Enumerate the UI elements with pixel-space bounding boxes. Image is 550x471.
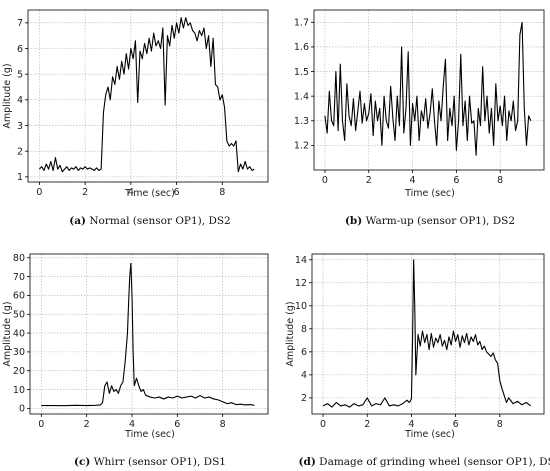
x-tick-label: 8 (497, 419, 503, 430)
series-line-1 (41, 262, 255, 407)
subfigure-caption: (a) Normal (sensor OP1), DS2 (69, 215, 230, 227)
x-tick-label: 2 (84, 419, 90, 430)
y-tick-label: 4 (17, 95, 23, 106)
y-tick-label: 5 (17, 69, 23, 80)
y-tick-label: 6 (301, 347, 307, 358)
x-tick-label: 6 (453, 419, 459, 430)
x-tick-label: 0 (320, 419, 326, 430)
y-tick-label: 10 (13, 385, 25, 396)
plot-frame (27, 9, 269, 183)
x-tick-label: 8 (220, 419, 226, 430)
chart-panel-1: 0 2 4 6 8 1 2 3 4 5 6 7 Time (sec) Amplitude (g) (a) N… (2, 9, 269, 227)
y-tick-label: 12 (295, 278, 307, 289)
x-tick-label: 4 (408, 419, 414, 430)
y-axis-title: Amplitude (g) (285, 301, 296, 366)
x-axis-title: Time (sec) (124, 429, 175, 440)
x-tick-label: 6 (174, 187, 180, 198)
y-axis-title: Amplitude (g) (2, 63, 13, 128)
x-tick-label: 8 (219, 187, 225, 198)
y-tick-label: 1.3 (294, 116, 309, 127)
y-tick-label: 1.6 (294, 42, 309, 53)
y-tick-label: 0 (19, 404, 25, 415)
x-tick-label: 6 (174, 419, 180, 430)
y-tick-label: 8 (301, 324, 307, 335)
y-tick-label: 70 (13, 272, 25, 283)
series-line-1 (322, 259, 532, 408)
y-tick-label: 1 (17, 172, 23, 183)
y-tick-label: 80 (13, 253, 25, 264)
y-tick-label: 2 (301, 393, 307, 404)
subfigure-caption: (d) Damage of grinding wheel (sensor OP1… (299, 456, 550, 468)
caption-text: Normal (sensor OP1), DS2 (89, 215, 230, 227)
caption-text: Whirr (sensor OP1), DS1 (94, 456, 226, 468)
x-tick-label: 0 (38, 419, 44, 430)
y-tick-label: 30 (13, 347, 25, 358)
x-tick-label: 0 (36, 187, 42, 198)
x-tick-label: 2 (366, 175, 372, 186)
x-tick-label: 0 (322, 175, 328, 186)
x-tick-label: 4 (129, 419, 135, 430)
y-tick-label: 60 (13, 291, 25, 302)
chart-panel-2: 0 2 4 6 8 1.2 1.3 1.4 1.5 1.6 1.7 Time (sec) (b) War… (294, 9, 545, 227)
y-tick-label: 50 (13, 310, 25, 321)
y-axis-title: Amplitude (g) (2, 301, 13, 366)
y-tick-label: 40 (13, 328, 25, 339)
caption-label: (d) (299, 456, 316, 468)
y-tick-label: 1.7 (294, 18, 309, 29)
x-tick-label: 2 (364, 419, 370, 430)
y-tick-label: 14 (295, 255, 307, 266)
x-axis-title: Time (sec) (404, 188, 455, 199)
plot-frame (29, 253, 269, 415)
chart-panel-4: 0 2 4 6 8 2 4 6 8 10 12 14 Time (sec) Amplitude (g) (d… (285, 253, 550, 468)
caption-label: (b) (345, 215, 362, 227)
y-tick-label: 1.2 (294, 141, 309, 152)
y-tick-label: 7 (17, 18, 23, 29)
caption-text: Warm-up (sensor OP1), DS2 (366, 215, 515, 227)
subfigure-caption: (b) Warm-up (sensor OP1), DS2 (345, 215, 515, 227)
x-tick-label: 4 (128, 187, 134, 198)
plot-frame (311, 253, 545, 415)
caption-label: (a) (69, 215, 86, 227)
caption-text: Damage of grinding wheel (sensor OP1), D… (319, 456, 550, 468)
y-tick-label: 3 (17, 121, 23, 132)
x-tick-label: 6 (453, 175, 459, 186)
y-tick-label: 6 (17, 44, 23, 55)
x-axis-title: Time (sec) (124, 188, 175, 199)
y-tick-label: 1.4 (294, 91, 309, 102)
plot-frame (313, 9, 545, 171)
series-line-1 (39, 17, 255, 173)
y-tick-label: 10 (295, 301, 307, 312)
y-tick-label: 1.5 (294, 67, 309, 78)
y-tick-label: 20 (13, 366, 25, 377)
caption-label: (c) (74, 456, 90, 468)
x-tick-label: 8 (497, 175, 503, 186)
series-line-1 (324, 21, 532, 156)
x-tick-label: 4 (410, 175, 416, 186)
y-tick-label: 4 (301, 370, 307, 381)
x-axis-title: Time (sec) (404, 429, 455, 440)
x-tick-label: 2 (82, 187, 88, 198)
subfigure-caption: (c) Whirr (sensor OP1), DS1 (74, 456, 226, 468)
y-tick-label: 2 (17, 146, 23, 157)
